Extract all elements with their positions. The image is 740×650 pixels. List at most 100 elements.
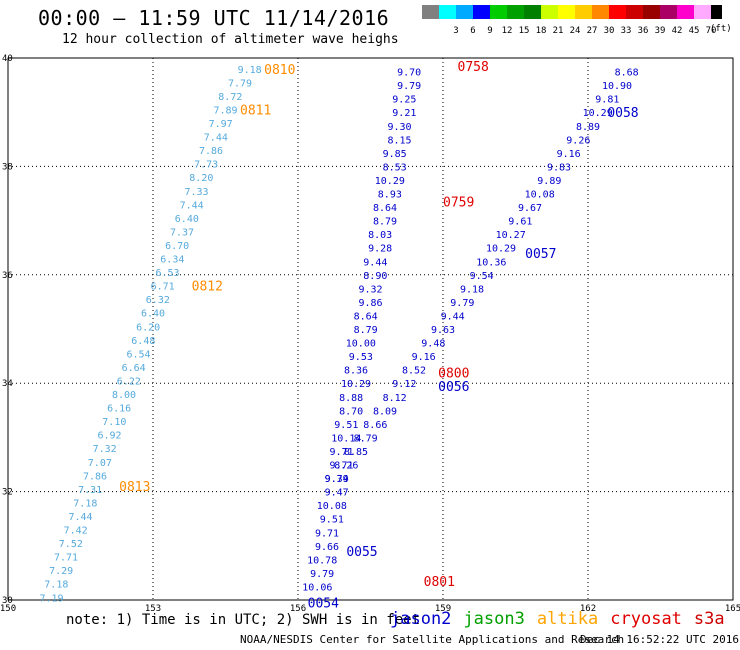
swh-data-point: 9.32 <box>358 284 382 295</box>
swh-data-point: 9.67 <box>518 203 542 214</box>
swh-data-point: 9.18 <box>238 65 262 76</box>
swh-data-point: 9.51 <box>334 420 358 431</box>
swh-data-point: 7.79 <box>228 78 252 89</box>
swh-data-point: 7.44 <box>204 133 228 144</box>
color-scale-swatch <box>541 5 558 19</box>
swh-data-point: 9.28 <box>368 244 392 255</box>
swh-data-point: 8.26 <box>334 461 358 472</box>
x-tick-label: 150 <box>0 604 16 614</box>
swh-data-point: 10.78 <box>307 555 337 566</box>
pass-time-label: 0058 <box>607 106 638 121</box>
swh-data-point: 9.85 <box>383 149 407 160</box>
swh-data-point: 10.14 <box>331 433 361 444</box>
swh-data-point: 8.79 <box>354 325 378 336</box>
swh-data-point: 9.81 <box>595 95 619 106</box>
swh-data-point: 9.79 <box>325 474 349 485</box>
page-subtitle: 12 hour collection of altimeter wave hei… <box>62 32 399 47</box>
pass-time-label: 0812 <box>192 280 223 295</box>
color-scale-swatch <box>524 5 541 19</box>
pass-time-label: 0055 <box>346 545 377 560</box>
swh-data-point: 6.20 <box>136 322 160 333</box>
swh-data-point: 8.66 <box>363 420 387 431</box>
y-tick-label: 34 <box>2 379 13 389</box>
color-scale-swatch <box>694 5 711 19</box>
color-scale-swatch <box>439 5 456 19</box>
swh-data-point: 6.92 <box>97 431 121 442</box>
color-scale-tick: 9 <box>487 26 492 36</box>
y-tick-label: 30 <box>2 596 13 606</box>
pass-time-label: 0810 <box>264 63 295 78</box>
swh-data-point: 9.16 <box>412 352 436 363</box>
swh-data-point: 9.12 <box>392 379 416 390</box>
color-scale-swatch <box>592 5 609 19</box>
swh-data-point: 10.00 <box>346 339 376 350</box>
swh-data-point: 9.86 <box>358 298 382 309</box>
pass-time-label: 0057 <box>525 247 556 262</box>
swh-data-point: 7.71 <box>54 553 78 564</box>
swh-data-point: 8.64 <box>354 311 378 322</box>
swh-data-point: 9.44 <box>363 257 387 268</box>
swh-data-point: 7.86 <box>199 146 223 157</box>
color-scale-tick: 42 <box>672 26 683 36</box>
swh-data-point: 8.52 <box>402 366 426 377</box>
color-scale-swatch <box>609 5 626 19</box>
swh-data-point: 9.34 <box>325 474 349 485</box>
swh-data-point: 9.79 <box>310 569 334 580</box>
swh-data-point: 9.54 <box>470 271 494 282</box>
color-scale-swatch <box>575 5 592 19</box>
pass-time-label: 0801 <box>424 575 455 590</box>
color-scale-tick: 36 <box>638 26 649 36</box>
swh-data-point: 9.44 <box>441 311 465 322</box>
swh-data-point: 9.21 <box>392 108 416 119</box>
color-scale-swatch <box>507 5 524 19</box>
swh-data-point: 10.08 <box>525 190 555 201</box>
color-scale-tick: 27 <box>587 26 598 36</box>
color-scale-tick: 24 <box>570 26 581 36</box>
swh-data-point: 7.73 <box>194 160 218 171</box>
swh-data-point: 6.64 <box>122 363 146 374</box>
color-scale-tick: 15 <box>519 26 530 36</box>
swh-data-point: 7.33 <box>184 187 208 198</box>
swh-data-point: 6.32 <box>146 295 170 306</box>
color-scale-swatch <box>626 5 643 19</box>
swh-data-point: 8.90 <box>363 271 387 282</box>
swh-data-point: 9.71 <box>315 528 339 539</box>
swh-data-point: 8.00 <box>112 390 136 401</box>
color-scale-tick: 18 <box>536 26 547 36</box>
swh-data-point: 9.26 <box>566 135 590 146</box>
swh-data-point: 10.29 <box>486 244 516 255</box>
pass-time-label: 0813 <box>119 480 150 495</box>
swh-data-point: 9.51 <box>320 515 344 526</box>
swh-data-point: 6.16 <box>107 404 131 415</box>
note-text: note: 1) Time is in UTC; 2) SWH is in fe… <box>66 612 421 628</box>
color-scale-swatch <box>643 5 660 19</box>
swh-data-point: 9.61 <box>508 217 532 228</box>
pass-time-label: 0054 <box>308 597 339 612</box>
swh-data-point: 9.66 <box>315 542 339 553</box>
color-scale-tick: 6 <box>470 26 475 36</box>
color-scale-tick: 39 <box>655 26 666 36</box>
swh-data-point: 7.44 <box>180 200 204 211</box>
x-tick-label: 159 <box>435 604 451 614</box>
swh-data-point: 10.29 <box>583 108 613 119</box>
swh-data-point: 6.40 <box>141 309 165 320</box>
swh-data-point: 9.53 <box>349 352 373 363</box>
swh-data-point: 9.79 <box>450 298 474 309</box>
color-scale-tick: 21 <box>553 26 564 36</box>
color-scale-swatch <box>711 5 722 19</box>
swh-data-point: 9.47 <box>325 488 349 499</box>
swh-data-point: 7.86 <box>83 471 107 482</box>
swh-data-point: 6.40 <box>175 214 199 225</box>
swh-data-point: 8.93 <box>378 190 402 201</box>
plot-frame <box>7 57 734 601</box>
swh-data-point: 6.22 <box>117 376 141 387</box>
color-scale-tick: 12 <box>502 26 513 36</box>
swh-data-point: 9.30 <box>387 122 411 133</box>
swh-data-point: 7.29 <box>49 566 73 577</box>
pass-time-label: 0758 <box>458 60 489 75</box>
swh-data-point: 6.34 <box>160 255 184 266</box>
swh-data-point: 6.48 <box>131 336 155 347</box>
swh-data-point: 6.53 <box>155 268 179 279</box>
pass-time-label: 0759 <box>443 196 474 211</box>
